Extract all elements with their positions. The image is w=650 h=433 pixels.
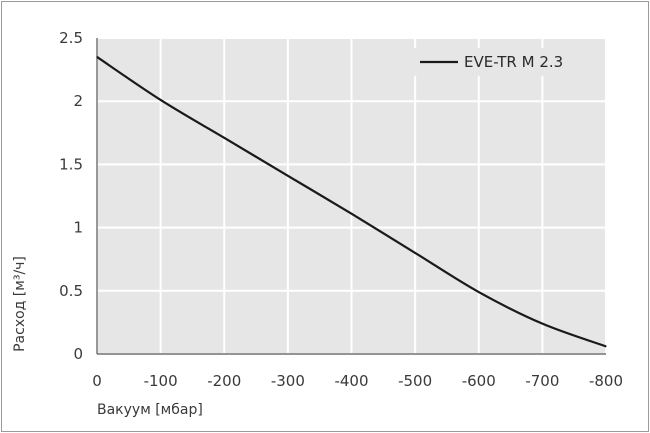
y-tick-label: 0: [73, 345, 83, 363]
y-tick-label: 2.5: [59, 29, 83, 47]
x-tick-label: -600: [462, 372, 496, 390]
x-tick-label: -700: [525, 372, 559, 390]
legend-label: EVE-TR M 2.3: [464, 53, 563, 71]
data-point: [414, 252, 416, 254]
x-tick-label: 0: [92, 372, 102, 390]
axes: [96, 38, 606, 355]
data-point: [478, 291, 480, 293]
data-point: [160, 99, 162, 101]
x-tick-label: -400: [334, 372, 368, 390]
y-tick-label: 2: [73, 92, 83, 110]
data-point: [541, 323, 543, 325]
y-tick-label: 1.5: [59, 155, 83, 173]
data-point: [287, 175, 289, 177]
data-point: [605, 345, 607, 348]
x-tick-labels: 0 -100 -200 -300 -400 -500 -600 -700 -800: [92, 372, 623, 390]
data-point: [223, 137, 225, 139]
x-tick-label: -200: [207, 372, 241, 390]
x-tick-label: -800: [589, 372, 623, 390]
y-tick-label: 1: [73, 219, 83, 237]
data-point: [96, 56, 98, 58]
x-tick-label: -300: [271, 372, 305, 390]
legend: EVE-TR M 2.3: [412, 48, 598, 76]
x-tick-label: -500: [398, 372, 432, 390]
y-axis-title: Расход [м³/ч]: [12, 256, 28, 352]
x-tick-label: -100: [144, 372, 178, 390]
y-tick-labels: 0 0.5 1 1.5 2 2.5: [59, 29, 83, 363]
data-point: [350, 213, 353, 215]
x-axis-title: Вакуум [мбар]: [97, 402, 203, 418]
y-tick-label: 0.5: [59, 282, 83, 300]
series-group: [96, 56, 607, 348]
